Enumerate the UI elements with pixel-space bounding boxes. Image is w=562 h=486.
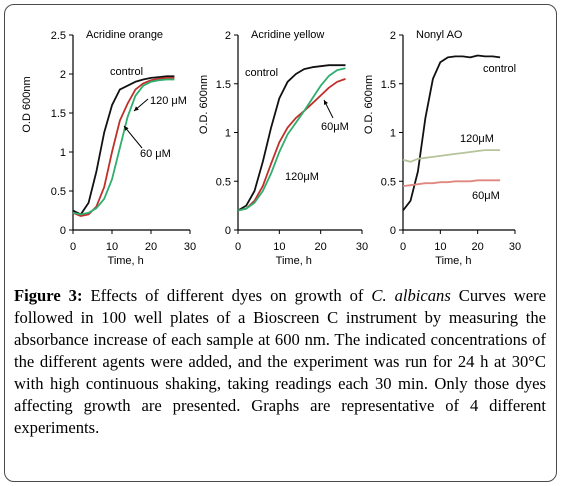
y-tick-label: 1.5: [381, 79, 396, 91]
series-line-60-m: [402, 179, 501, 187]
y-tick-label: 0: [390, 225, 396, 237]
series-annotation: 120μM: [460, 133, 494, 145]
series-line-120-m: [72, 77, 175, 217]
y-tick-label: 0: [225, 225, 231, 237]
y-tick-label: 0: [60, 225, 66, 237]
figure-label: Figure 3:: [14, 286, 83, 305]
series-annotation: 60μM: [321, 121, 349, 133]
y-tick-label: 2: [60, 69, 66, 81]
x-tick-label: 0: [400, 241, 406, 253]
series-annotation: control: [110, 66, 143, 78]
series-annotation: 60 μM: [140, 148, 171, 160]
y-tick-label: 0.5: [381, 176, 396, 188]
series-annotation: 60μM: [472, 190, 500, 202]
y-tick-label: 1.5: [216, 79, 231, 91]
x-tick-label: 0: [235, 241, 241, 253]
y-tick-label: 2: [225, 30, 231, 42]
x-tick-label: 20: [145, 241, 157, 253]
x-tick-label: 30: [509, 241, 521, 253]
x-axis-label: Time, h: [435, 255, 471, 267]
y-tick-label: 0.5: [51, 186, 66, 198]
chart-title: Acridine orange: [86, 29, 163, 41]
figure-frame: [4, 4, 557, 482]
annotation-arrow-head: [134, 106, 139, 111]
series-annotation: 120 μM: [150, 95, 187, 107]
annotation-arrow-line: [123, 125, 143, 149]
y-tick-label: 2: [390, 30, 396, 42]
x-axis-label: Time, h: [276, 255, 312, 267]
series-line-120-m: [402, 149, 501, 163]
x-tick-label: 30: [356, 241, 368, 253]
series-line-control: [402, 54, 501, 212]
x-tick-label: 0: [70, 241, 76, 253]
x-axis-label: Time, h: [108, 255, 144, 267]
series-line-60-m: [237, 78, 346, 212]
y-axis-label: O.D. 600nm: [363, 75, 375, 134]
series-line-control: [237, 64, 346, 212]
series-line-120-m: [237, 67, 346, 212]
series-annotation: control: [245, 67, 278, 79]
x-tick-label: 20: [315, 241, 327, 253]
figure-caption: Figure 3: Effects of different dyes on g…: [14, 285, 546, 439]
series-annotation: control: [483, 63, 516, 75]
x-tick-label: 20: [472, 241, 484, 253]
y-tick-label: 0.5: [216, 176, 231, 188]
x-tick-label: 10: [106, 241, 118, 253]
chart-title: Nonyl AO: [416, 29, 463, 41]
x-tick-label: 10: [273, 241, 285, 253]
series-line-control: [72, 75, 175, 216]
y-tick-label: 2.5: [51, 30, 66, 42]
y-axis-label: O.D 600nm: [21, 76, 33, 132]
y-axis-label: O.D. 600nm: [198, 75, 210, 134]
caption-text-before: Effects of different dyes on growth of: [82, 286, 372, 305]
x-tick-label: 30: [184, 241, 196, 253]
x-tick-label: 10: [434, 241, 446, 253]
annotation-arrow-head: [324, 100, 328, 105]
series-annotation: 120μM: [285, 171, 319, 183]
caption-text-after: Curves were followed in 100 well plates …: [14, 286, 546, 437]
y-tick-label: 1.5: [51, 108, 66, 120]
chart-title: Acridine yellow: [251, 29, 324, 41]
series-line-60-m: [72, 78, 175, 216]
caption-species: C. albicans: [371, 286, 451, 305]
annotation-arrow-head: [124, 126, 129, 131]
y-tick-label: 1: [60, 147, 66, 159]
y-tick-label: 1: [225, 128, 231, 140]
y-tick-label: 1: [390, 128, 396, 140]
